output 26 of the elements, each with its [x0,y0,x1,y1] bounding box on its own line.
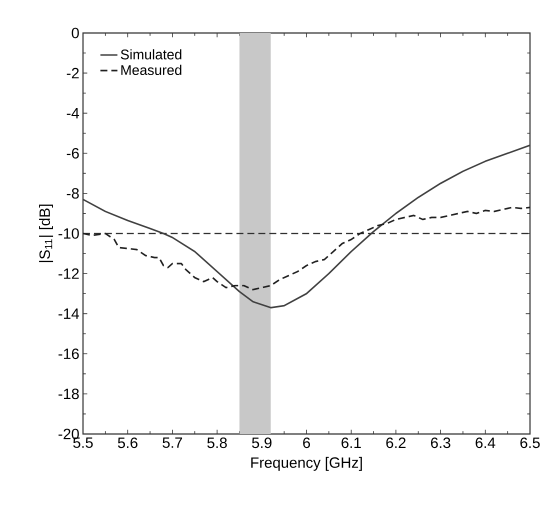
x-tick-label: 6.2 [386,438,406,448]
y-tick-label: -8 [66,188,79,199]
x-tick-label: 6.1 [342,438,361,448]
y-tick-label: -10 [58,228,79,239]
line-series [83,144,530,308]
x-tick-label: 6.3 [430,438,450,448]
x-tick-label: 6.5 [520,438,540,448]
y-tick-label: -18 [58,388,79,400]
y-tick-label: -6 [66,148,79,159]
legend-label: Measured [121,64,182,76]
x-axis-title: Frequency [GHz] [251,456,362,471]
y-tick-label: -2 [66,68,79,78]
x-tick-label: 5.8 [207,438,227,448]
x-tick-label: 5.5 [73,438,93,448]
legend-label: Simulated [120,49,182,60]
x-tick-label: 6 [303,438,310,448]
x-tick-label: 6.4 [476,438,496,448]
x-tick-label: 5.6 [118,438,138,448]
y-tick-label: -14 [58,308,80,319]
y-axis-title: |S$_{11}$| [dB] [39,204,54,262]
x-tick-label: 5.9 [252,438,272,448]
y-tick-label: -16 [58,348,79,360]
y-tick-label: -4 [66,108,80,118]
y-tick-label: 0 [72,28,79,38]
y-tick-label: -12 [58,268,79,279]
x-tick-label: 5.7 [162,438,182,448]
